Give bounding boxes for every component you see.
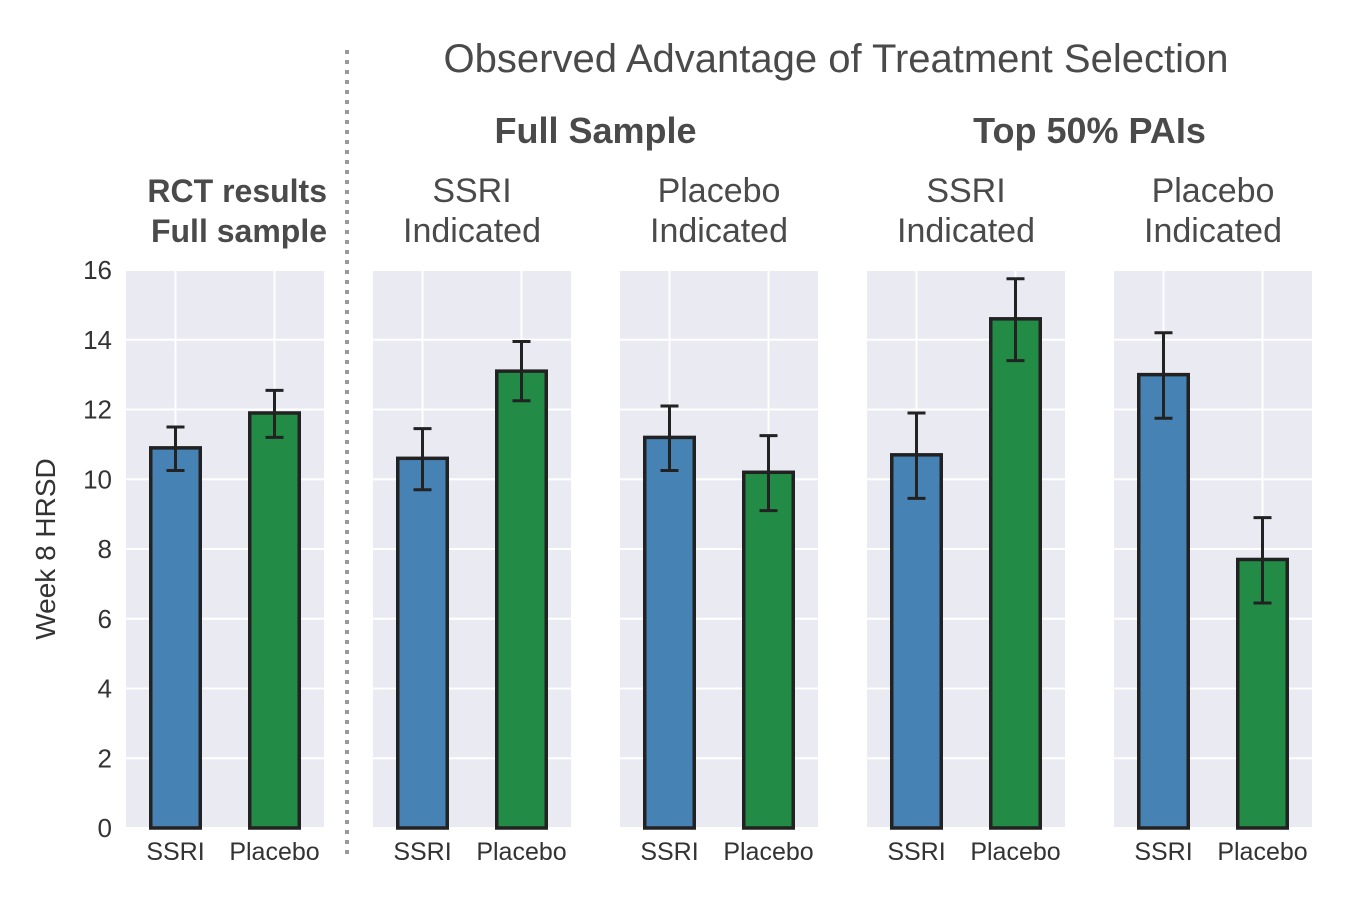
panel-title: SSRI bbox=[926, 172, 1005, 210]
panel-title-bold: RCT results bbox=[147, 173, 327, 209]
panel-title: SSRI bbox=[432, 172, 511, 210]
group-title: Full Sample bbox=[494, 110, 696, 151]
y-tick-label: 16 bbox=[83, 255, 112, 285]
bar-ssri bbox=[396, 456, 449, 830]
bar-ssri bbox=[1137, 372, 1190, 830]
panel-title-bold: Full sample bbox=[151, 213, 327, 249]
panel-title: Indicated bbox=[650, 212, 788, 250]
y-tick-label: 8 bbox=[98, 534, 112, 564]
panel-title: Indicated bbox=[403, 212, 541, 250]
x-tick-label-ssri: SSRI bbox=[1134, 838, 1192, 866]
panel-title: Placebo bbox=[658, 172, 781, 210]
y-tick-label: 6 bbox=[98, 604, 112, 634]
y-tick-label: 10 bbox=[83, 464, 112, 494]
x-tick-label-placebo: Placebo bbox=[1217, 838, 1307, 866]
x-tick-label-ssri: SSRI bbox=[640, 838, 698, 866]
bar-placebo bbox=[495, 369, 548, 830]
x-tick-label-ssri: SSRI bbox=[393, 838, 451, 866]
x-tick-label-placebo: Placebo bbox=[970, 838, 1060, 866]
panel-title: Indicated bbox=[897, 212, 1035, 250]
x-tick-label-ssri: SSRI bbox=[887, 838, 945, 866]
bar-placebo bbox=[989, 317, 1042, 830]
x-tick-label-ssri: SSRI bbox=[146, 838, 204, 866]
y-tick-label: 14 bbox=[83, 325, 112, 355]
y-tick-label: 0 bbox=[98, 813, 112, 843]
group-title: Top 50% PAIs bbox=[973, 110, 1206, 151]
x-tick-label-placebo: Placebo bbox=[723, 838, 813, 866]
chart-title: Observed Advantage of Treatment Selectio… bbox=[444, 37, 1229, 81]
x-tick-label-placebo: Placebo bbox=[476, 838, 566, 866]
y-tick-label: 2 bbox=[98, 743, 112, 773]
bar-placebo bbox=[742, 470, 795, 830]
y-tick-label: 4 bbox=[98, 674, 112, 704]
x-tick-label-placebo: Placebo bbox=[229, 838, 319, 866]
panel-title: Indicated bbox=[1144, 212, 1282, 250]
bar-ssri bbox=[643, 435, 696, 830]
y-tick-label: 12 bbox=[83, 395, 112, 425]
bar-placebo bbox=[248, 411, 301, 830]
bar-ssri bbox=[890, 453, 943, 830]
panel-title: Placebo bbox=[1152, 172, 1275, 210]
y-axis-label: Week 8 HRSD bbox=[30, 458, 61, 640]
bar-ssri bbox=[149, 446, 202, 830]
